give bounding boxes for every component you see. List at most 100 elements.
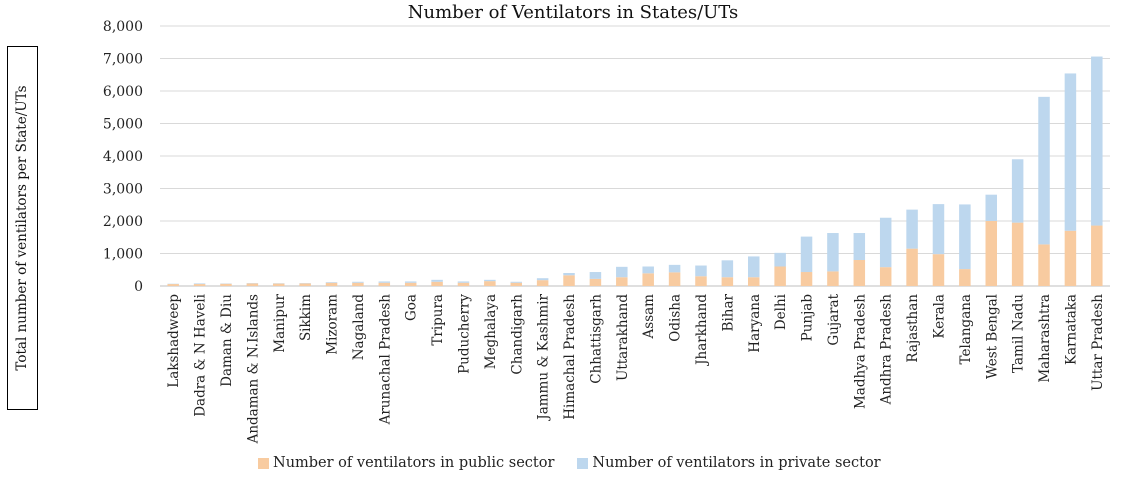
bar-public [774,266,786,286]
bar-public [1064,230,1077,286]
bar-public [220,283,232,286]
bar-private [431,279,443,282]
y-tick-label: 0 [134,279,143,295]
x-tick-label: Tripura [430,294,446,346]
x-tick-label: Bihar [720,293,736,331]
y-tick-label: 5,000 [103,117,143,133]
y-tick-label: 3,000 [103,182,143,198]
x-tick-label: Meghalaya [483,294,499,369]
bar-public [193,284,206,286]
bar-public [1011,222,1024,286]
x-tick-label: Himachal Pradesh [562,294,578,420]
x-tick-label: Maharashtra [1037,294,1053,383]
bar-private [484,279,496,282]
bar-public [431,281,443,286]
x-tick-label: Lakshadweep [166,294,182,388]
bar-private [1091,56,1103,226]
legend-swatch-private [577,457,589,469]
bar-public [642,273,654,286]
bar-public [932,254,945,286]
bar-private [563,273,575,276]
x-tick-label: Kerala [931,294,947,339]
chart-title: Number of Ventilators in States/UTs [407,2,739,23]
bar-private [325,282,338,283]
x-tick-label: Andhra Pradesh [879,294,895,406]
bar-private [959,204,971,270]
x-tick-label: Sikkim [298,294,314,341]
y-axis-title-box [7,46,38,410]
bar-private [853,233,866,260]
legend-item-private: Number of ventilators in private sector [577,455,881,471]
bar-private [800,236,813,273]
x-tick-label: Chhattisgarh [588,294,604,384]
bar-public [457,282,470,286]
bar-private [193,283,206,285]
bar-private [642,266,654,274]
y-tick-label: 8,000 [103,19,143,35]
x-tick-label: Assam [641,294,657,340]
bar-public [325,282,338,286]
legend-swatch-public [258,457,269,469]
bar-public [1091,225,1103,286]
bar-public [167,284,179,286]
x-tick-label: Chandigarh [509,294,525,375]
y-tick-label: 4,000 [103,149,143,165]
bar-public [827,271,839,286]
bar-public [299,283,311,286]
bar-public [246,283,259,286]
bar-public [536,280,549,286]
x-tick-label: Punjab [800,294,816,341]
bar-public [668,272,681,286]
bar-public [273,283,285,286]
bar-private [1038,96,1050,245]
bar-private [1064,73,1077,231]
bar-public [589,278,602,286]
bar-public [721,277,734,286]
x-tick-label: Dadra & N Haveli [193,293,209,416]
legend-label-private: Number of ventilators in private sector [592,455,881,471]
bar-public [748,277,760,286]
bar-private [1011,159,1024,223]
bar-private [748,256,760,278]
bar-private [404,281,417,283]
bar-public [1038,244,1050,286]
x-tick-label: Uttar Pradesh [1090,294,1106,391]
bar-public [378,282,391,286]
x-tick-label: Rajasthan [905,294,921,363]
legend-item-public: Number of ventilators in public sector [258,455,554,471]
bar-private [879,217,892,268]
bar-private [589,272,602,279]
x-tick-label: Jharkhand [694,294,710,367]
y-tick-label: 7,000 [103,52,143,68]
bar-public [563,275,575,286]
bar-public [959,269,971,286]
bar-private [668,264,681,273]
bar-public [616,277,628,286]
bar-private [378,281,391,283]
y-tick-label: 6,000 [103,84,143,100]
x-tick-label: West Bengal [984,294,1000,379]
y-tick-label: 1,000 [103,247,143,263]
legend: Number of ventilators in public sector N… [258,455,904,471]
x-tick-label: Tamil Nadu [1011,294,1027,373]
x-tick-label: Andaman & N.Islands [245,294,261,444]
bar-public [484,281,496,286]
bar-private [536,278,549,281]
bar-private [932,204,945,255]
bar-private [774,252,786,267]
x-tick-label: Arunachal Pradesh [377,294,393,426]
legend-label-public: Number of ventilators in public sector [273,455,555,471]
x-tick-label: Delhi [773,293,789,330]
x-tick-label: Nagaland [351,294,367,361]
bar-public [800,272,813,286]
x-tick-label: Daman & Diu [219,294,235,387]
x-tick-label: Puducherry [456,294,472,374]
x-tick-label: Gujarat [826,293,842,345]
bar-public [695,276,707,286]
bar-private [985,194,997,221]
bar-private [457,281,470,283]
x-tick-label: Uttarakhand [615,294,631,381]
bar-private [827,233,839,272]
x-tick-label: Madhya Pradesh [852,294,868,409]
